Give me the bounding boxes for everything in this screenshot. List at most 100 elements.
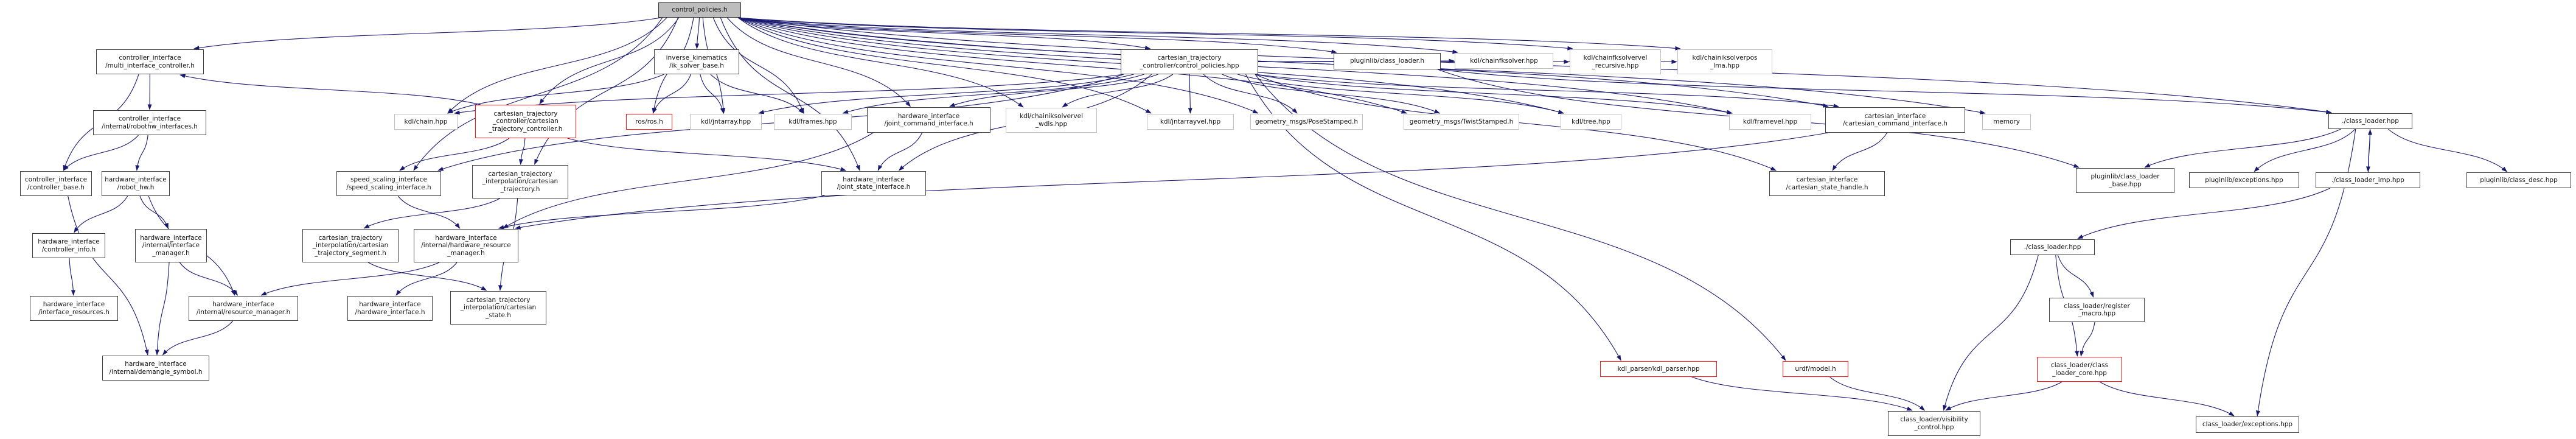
include-edge-policies-hpp-to-twist	[1222, 74, 1441, 114]
graph-node-policies-hpp[interactable]: cartesian_trajectory _controller/control_…	[1121, 49, 1258, 74]
include-edge-policies-hpp-to-jntarray	[758, 74, 1134, 114]
include-edge-root-to-speed-scaling	[413, 17, 663, 171]
graph-node-plugin-exc[interactable]: pluginlib/exceptions.hpp	[2189, 172, 2299, 188]
graph-node-ctrl-info[interactable]: hardware_interface/controller_info.h	[32, 233, 105, 258]
node-label-line: hardware_interface	[897, 112, 960, 120]
node-label-line: /robot_hw.h	[117, 183, 155, 191]
graph-node-cart-state[interactable]: cartesian_trajectory _interpolation/carte…	[450, 291, 546, 325]
include-edge-hw-res-mgr-to-res-mgr	[260, 262, 440, 296]
graph-node-urdf[interactable]: urdf/model.h	[1783, 361, 1848, 377]
include-edge-robothw-to-robot-hw	[135, 135, 148, 171]
node-label-line: _manager.h	[152, 249, 190, 257]
graph-node-ctrl-base[interactable]: controller_interface/controller_base.h	[20, 171, 92, 196]
node-label-line: _wdls.hpp	[1035, 120, 1068, 128]
include-edge-root-to-traj-ctrl	[539, 17, 680, 105]
node-label-line: _state.h	[486, 311, 511, 319]
graph-node-kdl-parser[interactable]: kdl_parser/kdl_parser.hpp	[1600, 361, 1717, 377]
graph-node-cl-imp[interactable]: ./class_loader_imp.hpp	[2316, 172, 2420, 188]
graph-node-jntarray: kdl/jntarray.hpp	[690, 114, 762, 130]
node-label-line: kdl/chainiksolverpos	[1692, 54, 1758, 61]
graph-node-iface-res[interactable]: hardware_interface/interface_resources.h	[30, 296, 118, 321]
graph-node-demangle[interactable]: hardware_interface/internal/demangle_sym…	[102, 356, 209, 381]
include-edge-traj-ctrl-to-multi	[179, 74, 481, 105]
graph-node-cl-hpp1[interactable]: ./class_loader.hpp	[2328, 113, 2412, 129]
graph-node-twist: geometry_msgs/TwistStamped.h	[1404, 114, 1519, 130]
graph-node-traj-ctrl[interactable]: cartesian_trajectory _controller/cartesia…	[475, 105, 576, 138]
graph-node-joint-cmd[interactable]: hardware_interface/joint_command_interfa…	[867, 107, 990, 133]
node-label-line: _manager.h	[447, 249, 485, 257]
graph-node-cl-core[interactable]: class_loader/class _loader_core.hpp	[2037, 357, 2122, 382]
graph-node-multi[interactable]: controller_interface/multi_interface_con…	[96, 49, 204, 74]
include-edge-cl-hpp2-to-visibility	[1943, 255, 2039, 411]
node-label-line: /internal/demangle_symbol.h	[109, 368, 203, 376]
node-label-line: _control.hpp	[1914, 423, 1954, 431]
node-label-line: hardware_interface	[105, 176, 167, 183]
graph-node-res-mgr[interactable]: hardware_interface/internal/resource_man…	[189, 296, 298, 321]
graph-node-ik-solver[interactable]: inverse_kinematics/ik_solver_base.h	[654, 49, 739, 74]
include-edge-policies-hpp-to-wdls	[1062, 74, 1174, 108]
include-edge-cl-core-to-cl-exceptions	[2099, 381, 2235, 416]
graph-node-cart-seg[interactable]: cartesian_trajectory _interpolation/carte…	[302, 229, 399, 262]
node-label-line: _recursive.hpp	[1592, 61, 1639, 69]
include-edge-root-to-joint-state	[720, 17, 860, 171]
node-label-line: ./class_loader_imp.hpp	[2331, 176, 2404, 184]
graph-node-hw-res-mgr[interactable]: hardware_interface/internal/hardware_res…	[414, 229, 518, 262]
include-edge-cl-imp-to-cl-hpp2	[2077, 188, 2331, 239]
node-label-line: /internal/interface	[142, 242, 200, 250]
node-label-line: kdl/framevel.hpp	[1742, 118, 1798, 125]
include-edge-cl-hpp1-to-plugin-exc	[2254, 128, 2356, 172]
graph-node-state-handle[interactable]: cartesian_interface/cartesian_state_hand…	[1769, 171, 1885, 196]
graph-node-cl-hpp2[interactable]: ./class_loader.hpp	[2010, 239, 2095, 255]
include-edge-robot-hw-to-ctrl-info	[74, 195, 128, 233]
include-edge-root-to-pose	[737, 17, 1259, 114]
include-edge-ik-solver-to-jntarray	[700, 74, 725, 114]
graph-node-robothw[interactable]: controller_interface/internal/robothw_in…	[93, 110, 206, 135]
include-edge-root-to-plugin-cl	[737, 17, 1337, 54]
graph-node-reg-macro[interactable]: class_loader/register _macro.hpp	[2049, 298, 2145, 322]
node-label-line: kdl/jntarrayvel.hpp	[1160, 118, 1221, 125]
graph-node-frames: kdl/frames.hpp	[774, 114, 852, 130]
node-label-line: _base.hpp	[2109, 180, 2142, 188]
graph-node-iface-mgr[interactable]: hardware_interface/internal/interface _ma…	[135, 229, 207, 262]
node-label-line: _interpolation/cartesian	[460, 304, 537, 312]
include-edge-reg-macro-to-cl-core	[2080, 321, 2095, 357]
graph-node-cart-cmd[interactable]: cartesian_interface/cartesian_command_in…	[1825, 107, 1965, 133]
node-label-line: /cartesian_state_handle.h	[1786, 183, 1868, 191]
graph-node-plugin-cl[interactable]: pluginlib/class_loader.h	[1334, 53, 1441, 69]
node-label-line: /interface_resources.h	[38, 308, 110, 316]
graph-node-class-desc[interactable]: pluginlib/class_desc.hpp	[2466, 172, 2571, 188]
node-label-line: ros/ros.h	[635, 118, 663, 125]
graph-node-robot-hw[interactable]: hardware_interface/robot_hw.h	[102, 171, 170, 196]
graph-node-framevel: kdl/framevel.hpp	[1729, 114, 1811, 130]
graph-node-joint-state[interactable]: hardware_interface/joint_state_interface…	[821, 171, 926, 195]
include-edge-traj-ctrl-to-joint-state	[567, 138, 847, 172]
include-edge-root-to-ik-solver	[695, 17, 700, 49]
node-label-line: _loader_core.hpp	[2052, 369, 2107, 377]
include-edge-root-to-ikpos-lma	[737, 17, 1681, 51]
include-edge-cart-cmd-to-hw-res-mgr	[515, 132, 1829, 230]
node-label-line: /internal/robothw_interfaces.h	[102, 122, 198, 130]
include-edge-cl-hpp2-to-reg-macro	[2057, 255, 2094, 298]
node-label-line: /speed_scaling_interface.h	[346, 183, 431, 191]
node-label-line: kdl_parser/kdl_parser.hpp	[1617, 365, 1700, 373]
include-edge-policies-hpp-to-jntarrayvel	[1188, 74, 1192, 114]
graph-node-speed-scaling[interactable]: speed_scaling_interface/speed_scaling_in…	[336, 171, 441, 196]
graph-node-cart-traj[interactable]: cartesian_trajectory _interpolation/carte…	[472, 165, 568, 198]
node-label-line: class_loader/register	[2064, 302, 2130, 310]
graph-node-hw-iface[interactable]: hardware_interface/hardware_interface.h	[347, 296, 433, 321]
graph-node-visibility[interactable]: class_loader/visibility _control.hpp	[1888, 411, 1980, 436]
node-label-line: /internal/resource_manager.h	[196, 308, 291, 316]
graph-node-cl-base[interactable]: pluginlib/class_loader _base.hpp	[2076, 168, 2174, 193]
graph-node-root: control_policies.h	[658, 2, 741, 18]
include-edge-root-to-chain	[447, 17, 667, 114]
include-edge-plugin-cl-to-cl-hpp1	[1437, 69, 2332, 114]
node-label-line: hardware_interface	[125, 360, 187, 368]
graph-node-cl-exceptions[interactable]: class_loader/exceptions.hpp	[2196, 416, 2299, 433]
include-edge-root-to-joint-cmd	[726, 17, 911, 107]
node-label-line: control_policies.h	[672, 6, 728, 14]
include-edge-iface-mgr-to-demangle	[155, 262, 170, 356]
include-edge-joint-cmd-to-hw-res-mgr	[503, 132, 874, 229]
node-label-line: cartesian_trajectory	[488, 170, 552, 178]
node-label-line: hardware_interface	[140, 234, 202, 242]
graph-node-ros[interactable]: ros/ros.h	[626, 114, 672, 130]
